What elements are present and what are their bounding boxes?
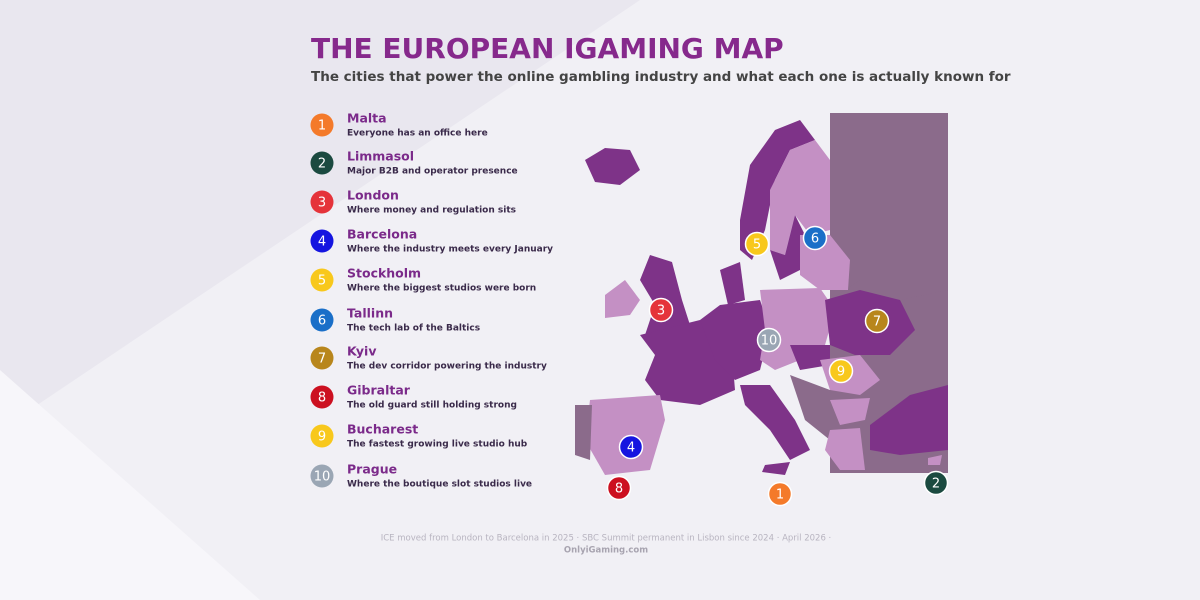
city-description: The fastest growing live studio hub (347, 440, 528, 450)
map-marker-number: 8 (615, 482, 623, 497)
city-name: Prague (347, 462, 397, 477)
city-description: Everyone has an office here (347, 129, 488, 139)
map-marker (606, 475, 632, 501)
city-description: Where the boutique slot studios live (347, 480, 532, 490)
background-shape (0, 370, 260, 600)
footer-source: OnlyiGaming.com (564, 546, 648, 556)
list-number: 8 (318, 391, 326, 406)
city-description: Major B2B and operator presence (347, 167, 518, 177)
city-name: Limmasol (347, 149, 414, 164)
list-badge (310, 346, 334, 370)
title: THE EUROPEAN IGAMING MAP (311, 32, 784, 65)
map-marker-number: 1 (776, 488, 784, 503)
map-marker (802, 225, 828, 251)
city-description: The tech lab of the Baltics (347, 324, 480, 334)
map-marker-number: 3 (657, 304, 665, 319)
background-shape (0, 0, 640, 430)
city-name: Bucharest (347, 422, 418, 437)
map-marker-number: 10 (761, 334, 778, 349)
list-number: 9 (318, 430, 326, 445)
list-badge (310, 113, 334, 137)
map-marker (767, 481, 793, 507)
list-number: 6 (318, 314, 326, 329)
list-badge (310, 151, 334, 175)
city-name: Barcelona (347, 227, 417, 242)
list-number: 3 (318, 196, 326, 211)
list-badge (310, 424, 334, 448)
list-badge (310, 308, 334, 332)
europe-map (575, 113, 948, 475)
list-number: 5 (318, 274, 326, 289)
map-marker-number: 6 (811, 232, 819, 247)
map-marker (756, 327, 782, 353)
list-number: 1 (318, 119, 326, 134)
map-marker (923, 470, 949, 496)
city-description: The dev corridor powering the industry (347, 362, 547, 372)
list-badge (310, 385, 334, 409)
city-name: Stockholm (347, 266, 421, 281)
map-marker (864, 308, 890, 334)
list-badge (310, 229, 334, 253)
city-description: Where the industry meets every January (347, 245, 553, 255)
city-description: Where the biggest studios were born (347, 284, 536, 294)
city-name: Gibraltar (347, 383, 411, 398)
list-badge (310, 268, 334, 292)
map-marker (618, 434, 644, 460)
city-name: London (347, 188, 399, 203)
city-name: Malta (347, 111, 387, 126)
footer-note: ICE moved from London to Barcelona in 20… (381, 534, 832, 544)
map-marker-number: 2 (932, 477, 940, 492)
map-marker-number: 7 (873, 315, 881, 330)
city-name: Tallinn (347, 306, 393, 321)
list-number: 2 (318, 157, 326, 172)
city-name: Kyiv (347, 344, 376, 359)
map-marker (648, 297, 674, 323)
map-marker (828, 358, 854, 384)
list-number: 7 (318, 352, 326, 367)
subtitle: The cities that power the online gamblin… (311, 69, 1011, 85)
city-description: Where money and regulation sits (347, 206, 516, 216)
map-marker-number: 9 (837, 365, 845, 380)
list-badge (310, 190, 334, 214)
city-description: The old guard still holding strong (347, 401, 517, 411)
list-badge (310, 464, 334, 488)
map-marker (744, 231, 770, 257)
list-number: 10 (314, 470, 331, 485)
list-number: 4 (318, 235, 326, 250)
map-marker-number: 5 (753, 238, 761, 253)
map-marker-number: 4 (627, 441, 635, 456)
